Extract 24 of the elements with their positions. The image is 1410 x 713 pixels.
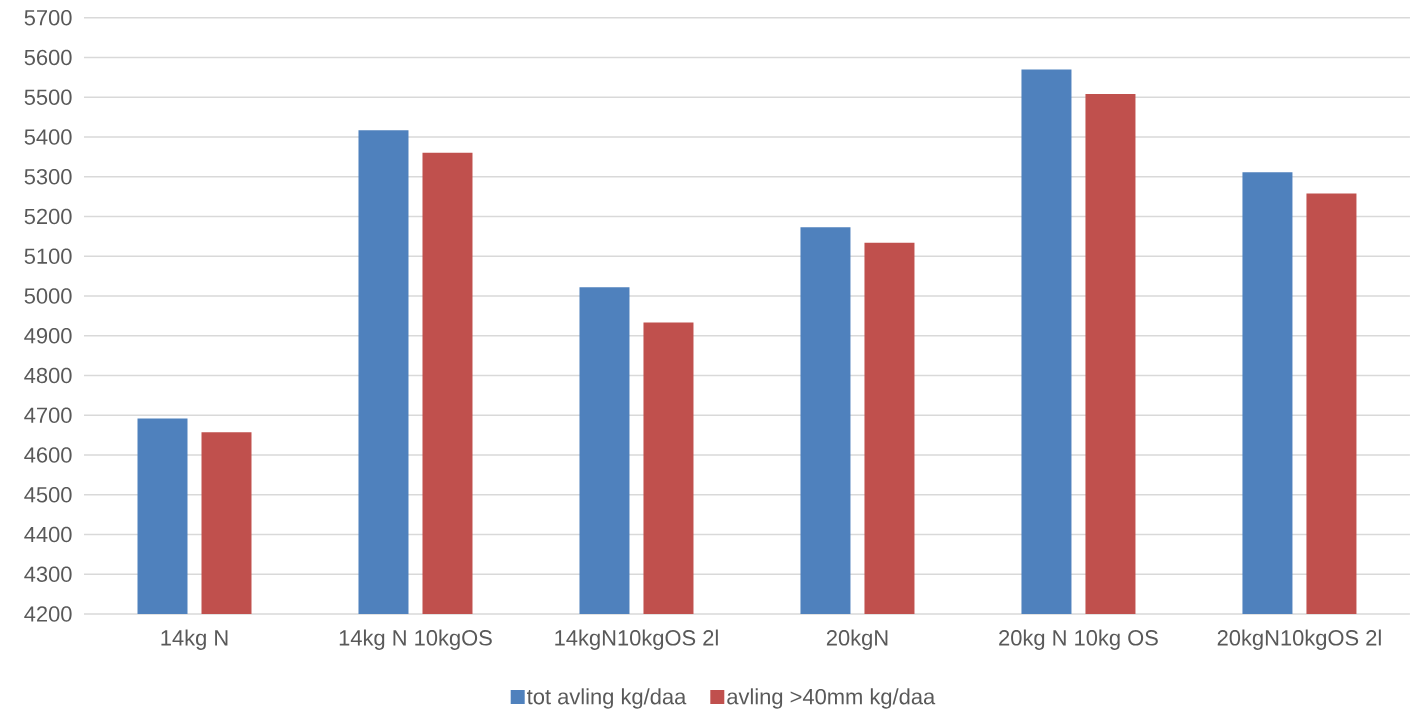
x-tick-label: 14kg N [161, 629, 228, 650]
x-tick-label: 20kg N 10kg OS [999, 629, 1158, 650]
y-tick-label: 5200 [24, 208, 72, 225]
x-tick-label: 14kg N 10kgOS [339, 629, 492, 650]
y-tick-label: 4200 [24, 606, 72, 622]
y-tick-label: 5600 [24, 49, 72, 66]
legend-label: tot avling kg/daa [527, 688, 687, 709]
y-tick-label: 4600 [24, 447, 72, 463]
y-tick-label: 4900 [24, 327, 72, 344]
y-tick-label: 5700 [24, 9, 72, 26]
y-tick-label: 5100 [24, 248, 72, 264]
y-tick-label: 5300 [24, 168, 72, 185]
y-tick-label: 5500 [24, 89, 72, 105]
legend-label: avling >40mm kg/daa [727, 688, 936, 709]
x-tick-label: 14kgN10kgOS 2l [555, 629, 718, 650]
y-tick-label: 4400 [24, 526, 72, 543]
x-tick-label: 20kgN10kgOS 2l [1217, 629, 1381, 650]
y-tick-label: 4300 [24, 566, 72, 583]
y-tick-label: 5000 [24, 288, 72, 304]
y-tick-label: 4500 [24, 486, 72, 503]
y-tick-label: 5400 [24, 129, 72, 145]
x-tick-label: 20kgN [826, 629, 888, 650]
y-tick-label: 4800 [24, 367, 72, 384]
y-tick-label: 4700 [24, 407, 72, 423]
